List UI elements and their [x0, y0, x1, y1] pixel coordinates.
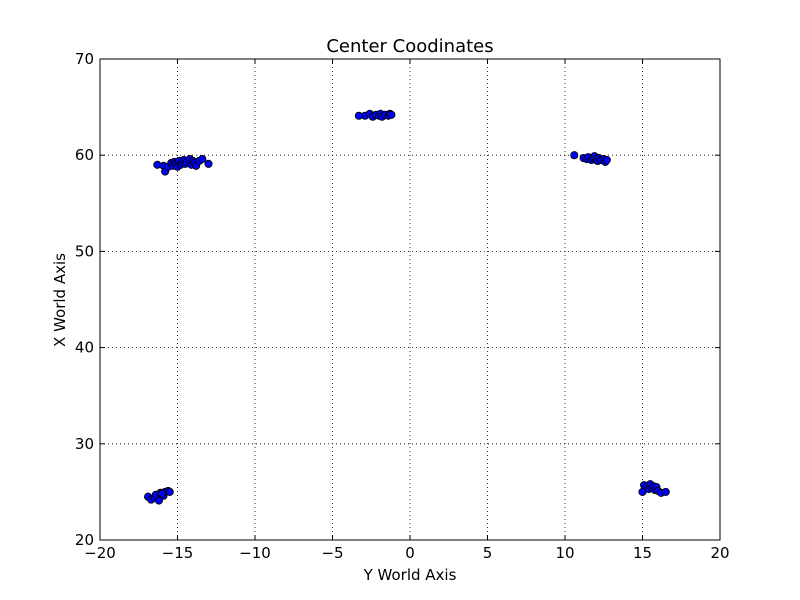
tick-labels: −20 −15 −10 −5 0 5 10 15 20 20 30 40 50 60 70 [75, 50, 730, 562]
x-tick-label: −5 [321, 544, 343, 562]
y-tick-label: 30 [75, 435, 94, 453]
y-axis-label: X World Axis [51, 253, 69, 347]
scatter-point [198, 154, 207, 164]
x-tick-label: −20 [84, 544, 116, 562]
scatter-point [157, 489, 167, 498]
scatter-point [165, 487, 174, 496]
y-tick-label: 40 [75, 339, 94, 357]
x-tick-label: −10 [239, 544, 271, 562]
x-tick-label: 20 [710, 544, 729, 562]
scatter-point [204, 159, 213, 168]
axis-ticks [99, 58, 721, 541]
x-tick-label: 15 [633, 544, 652, 562]
x-tick-label: 5 [483, 544, 493, 562]
grid-lines [100, 59, 720, 540]
x-tick-label: 10 [555, 544, 574, 562]
scatter-point [602, 155, 611, 165]
chart-title: Center Coodinates [326, 36, 493, 57]
scatter-point [570, 151, 579, 160]
y-tick-label: 70 [75, 50, 94, 68]
scatter-point [661, 487, 670, 496]
scatter-point [387, 110, 396, 119]
y-tick-label: 20 [75, 531, 94, 549]
x-axis-label: Y World Axis [363, 566, 457, 584]
x-tick-label: −15 [162, 544, 194, 562]
y-tick-label: 50 [75, 242, 94, 260]
y-tick-label: 60 [75, 146, 94, 164]
data-points [143, 109, 670, 505]
scatter-point [354, 111, 363, 120]
x-tick-label: 0 [405, 544, 415, 562]
scatter-point [154, 496, 163, 505]
